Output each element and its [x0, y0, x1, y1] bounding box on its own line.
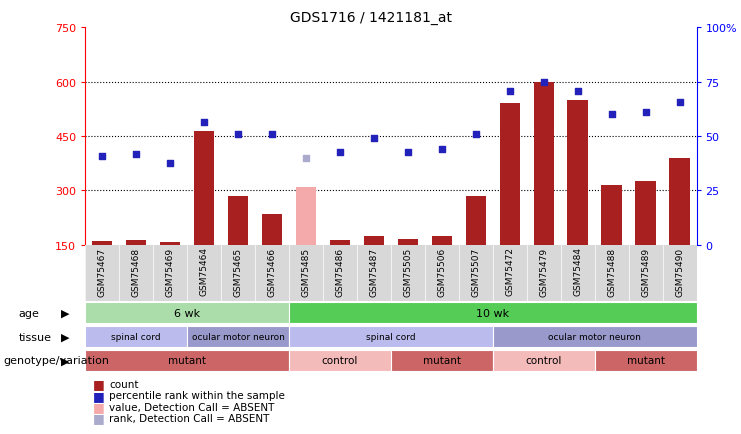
Bar — [431, 236, 452, 245]
Point — [130, 151, 142, 158]
Text: control: control — [322, 356, 358, 365]
Text: 10 wk: 10 wk — [476, 308, 509, 318]
Text: ■: ■ — [93, 411, 104, 424]
Text: ■: ■ — [93, 400, 104, 413]
Point — [198, 119, 210, 126]
Bar — [92, 242, 113, 245]
Bar — [669, 158, 690, 245]
Text: ■: ■ — [93, 378, 104, 391]
Bar — [534, 82, 554, 245]
Text: GSM75506: GSM75506 — [437, 247, 446, 296]
Text: ocular motor neuron: ocular motor neuron — [192, 332, 285, 341]
Bar — [602, 186, 622, 245]
Point — [605, 112, 617, 118]
Bar — [160, 243, 180, 245]
Bar — [289, 302, 697, 323]
Point — [368, 135, 380, 142]
Bar — [493, 326, 697, 347]
Bar — [227, 196, 248, 245]
Text: GSM75465: GSM75465 — [233, 247, 242, 296]
Text: GSM75484: GSM75484 — [574, 247, 582, 296]
Text: tissue: tissue — [19, 332, 52, 342]
Text: GSM75505: GSM75505 — [403, 247, 412, 296]
Point — [232, 132, 244, 138]
Point — [538, 79, 550, 86]
Point — [96, 153, 108, 160]
Bar — [568, 101, 588, 245]
Bar — [465, 196, 486, 245]
Text: GSM75466: GSM75466 — [268, 247, 276, 296]
Text: value, Detection Call = ABSENT: value, Detection Call = ABSENT — [109, 402, 274, 411]
Bar — [194, 131, 214, 245]
Text: rank, Detection Call = ABSENT: rank, Detection Call = ABSENT — [109, 413, 269, 423]
Bar — [330, 241, 350, 245]
Text: ▶: ▶ — [61, 356, 70, 365]
Text: mutant: mutant — [423, 356, 461, 365]
Text: GSM75469: GSM75469 — [166, 247, 175, 296]
Text: count: count — [109, 379, 139, 389]
Point — [165, 160, 176, 167]
Text: GSM75488: GSM75488 — [607, 247, 616, 296]
Text: GSM75479: GSM75479 — [539, 247, 548, 296]
Text: age: age — [19, 308, 39, 318]
Text: GSM75464: GSM75464 — [199, 247, 208, 296]
Bar — [594, 350, 697, 371]
Bar — [398, 240, 418, 245]
Bar — [499, 104, 520, 245]
Bar — [493, 350, 594, 371]
Text: GSM75468: GSM75468 — [132, 247, 141, 296]
Text: GSM75467: GSM75467 — [98, 247, 107, 296]
Text: GSM75490: GSM75490 — [675, 247, 684, 296]
Text: GSM75485: GSM75485 — [302, 247, 310, 296]
Point — [572, 88, 584, 95]
Text: mutant: mutant — [627, 356, 665, 365]
Text: GSM75487: GSM75487 — [370, 247, 379, 296]
Bar — [126, 240, 146, 245]
Text: ocular motor neuron: ocular motor neuron — [548, 332, 641, 341]
Text: GDS1716 / 1421181_at: GDS1716 / 1421181_at — [290, 11, 451, 25]
Text: GSM75507: GSM75507 — [471, 247, 480, 296]
Text: ▶: ▶ — [61, 332, 70, 342]
Bar — [296, 187, 316, 245]
Text: mutant: mutant — [168, 356, 206, 365]
Text: GSM75472: GSM75472 — [505, 247, 514, 296]
Point — [674, 99, 685, 106]
Bar — [187, 326, 289, 347]
Bar — [635, 182, 656, 245]
Text: ▶: ▶ — [61, 308, 70, 318]
Bar — [85, 302, 289, 323]
Text: spinal cord: spinal cord — [111, 332, 161, 341]
Point — [334, 149, 346, 156]
Bar — [289, 326, 493, 347]
Text: control: control — [525, 356, 562, 365]
Point — [639, 110, 651, 117]
Point — [436, 146, 448, 153]
Text: genotype/variation: genotype/variation — [4, 356, 110, 365]
Point — [266, 132, 278, 138]
Text: GSM75489: GSM75489 — [641, 247, 650, 296]
Bar — [85, 350, 289, 371]
Point — [402, 149, 413, 156]
Bar — [391, 350, 493, 371]
Text: ■: ■ — [93, 389, 104, 402]
Text: GSM75486: GSM75486 — [336, 247, 345, 296]
Point — [504, 88, 516, 95]
Bar — [364, 236, 384, 245]
Bar — [85, 326, 187, 347]
Bar — [289, 350, 391, 371]
Bar — [262, 214, 282, 245]
Point — [300, 155, 312, 162]
Text: percentile rank within the sample: percentile rank within the sample — [109, 391, 285, 400]
Text: 6 wk: 6 wk — [174, 308, 200, 318]
Point — [470, 132, 482, 138]
Text: spinal cord: spinal cord — [366, 332, 416, 341]
